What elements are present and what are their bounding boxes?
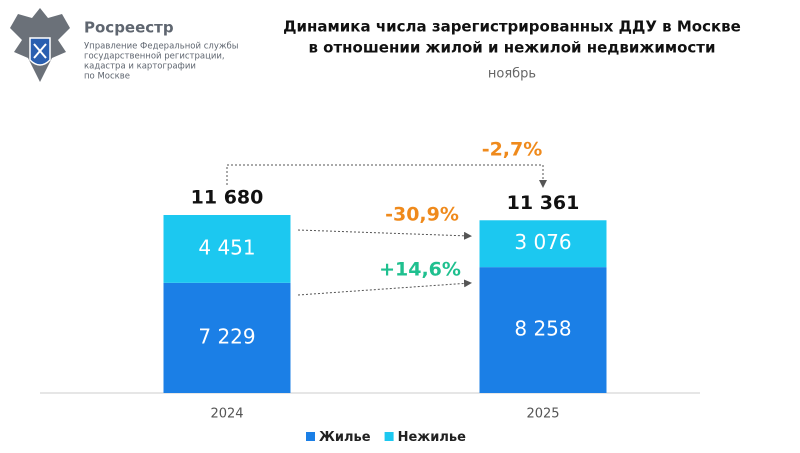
org-desc: кадастра и картографии (84, 62, 196, 72)
x-tick-label: 2024 (210, 407, 243, 422)
legend-swatch (306, 432, 315, 441)
value-label: 8 258 (514, 317, 571, 341)
connector (226, 164, 547, 188)
bar-segment (163, 215, 291, 283)
total-label: 11 361 (507, 192, 580, 214)
bar-segment (479, 220, 607, 268)
legend-swatch (384, 432, 394, 441)
org-desc: Управление Федеральной службы (84, 42, 238, 52)
org-desc: по Москве (84, 72, 130, 82)
annotation: +14,6% (379, 259, 461, 281)
bar-segment (479, 267, 607, 393)
chart-title: Динамика числа зарегистрированных ДДУ в … (283, 18, 741, 36)
connector (297, 229, 472, 240)
annotation: -30,9% (385, 204, 459, 226)
logo (10, 8, 70, 82)
legend-label: Нежилье (398, 430, 466, 445)
annotation: -2,7% (482, 139, 543, 161)
value-label: 7 229 (198, 324, 255, 348)
org-desc: государственной регистрации, (84, 52, 225, 62)
chart-subtitle: ноябрь (488, 67, 536, 82)
connector (297, 279, 472, 296)
value-label: 3 076 (514, 230, 571, 254)
x-tick-label: 2025 (526, 407, 559, 422)
bar-segment (163, 282, 291, 393)
legend-label: Жилье (319, 430, 371, 445)
value-label: 4 451 (198, 235, 255, 259)
chart-title: в отношении жилой и нежилой недвижимости (308, 39, 715, 57)
total-label: 11 680 (191, 187, 264, 209)
org-name: Росреестр (84, 19, 174, 37)
